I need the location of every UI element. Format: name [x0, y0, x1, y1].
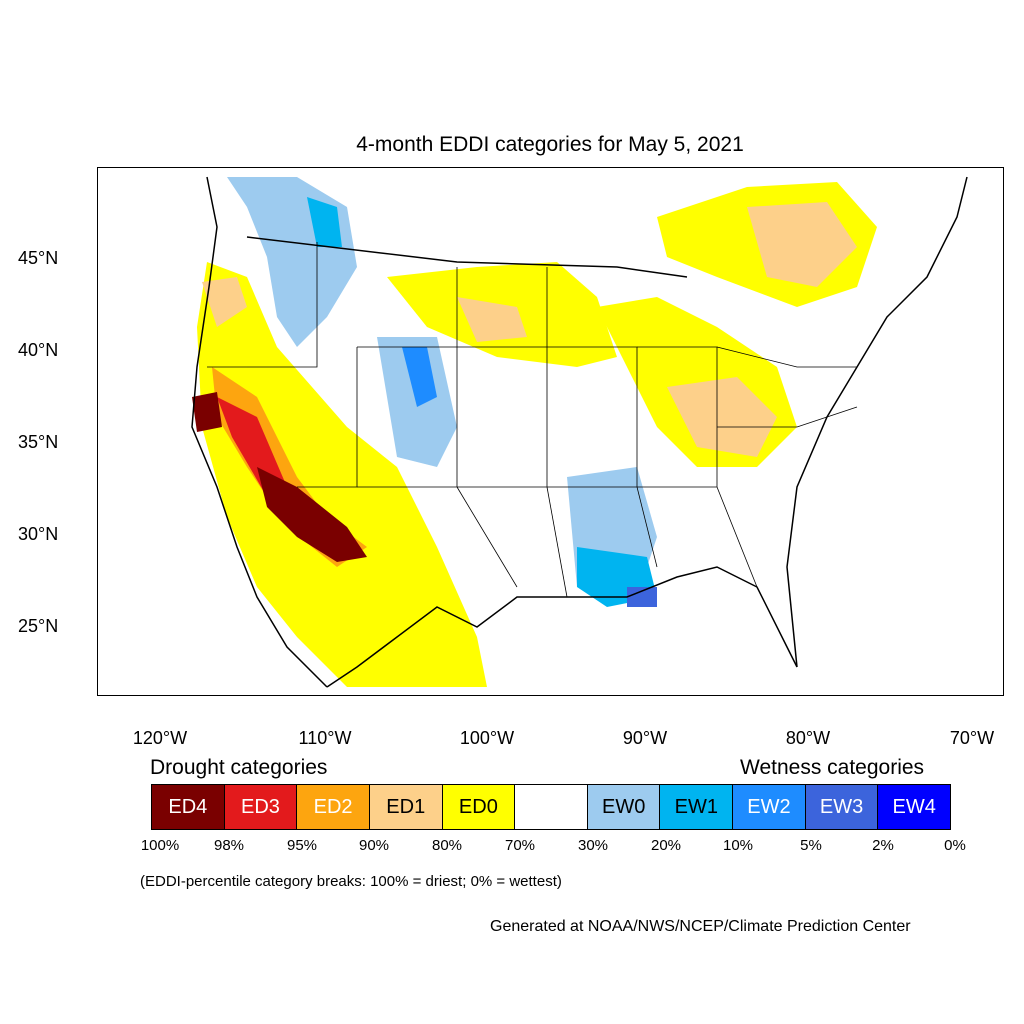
lon-label-70w: 70°W	[949, 728, 995, 748]
legend-label-ed1: ED1	[386, 795, 426, 818]
drought-area-ed0-west	[197, 262, 487, 687]
drought-area-ed1-plains	[457, 297, 527, 342]
drought-area-ed1-midwest	[667, 377, 777, 457]
drought-area-ed4-arizona	[257, 467, 367, 562]
lon-label-110w: 110°W	[298, 728, 352, 748]
legend-box-ew1: EW1	[660, 785, 734, 829]
drought-area-ed1-canada	[747, 202, 857, 287]
percentile-label: 90%	[358, 837, 390, 854]
lon-label-120w: 120°W	[132, 728, 188, 748]
legend-box-ew3: EW3	[805, 785, 879, 829]
legend-label-ed0: ED0	[458, 795, 498, 818]
legend-label-ed2: ED2	[313, 795, 353, 818]
legend-box-ew2: EW2	[733, 785, 806, 829]
lat-label-45n: 45°N	[18, 248, 59, 268]
percentile-label: 10%	[722, 837, 754, 854]
lon-label-100w: 100°W	[459, 728, 515, 748]
wetness-area-ew1-northwest	[307, 197, 342, 247]
legend-box-ed3: ED3	[224, 785, 298, 829]
legend-box-ew4: EW4	[878, 785, 951, 829]
percentile-label: 95%	[286, 837, 318, 854]
credit-line: Generated at NOAA/NWS/NCEP/Climate Predi…	[490, 918, 911, 935]
percentile-label: 80%	[431, 837, 463, 854]
percentile-label: 100%	[140, 837, 180, 854]
lat-label-35n: 35°N	[18, 432, 59, 452]
wetness-area-ew3-gulf	[627, 587, 657, 607]
legend-box-ed0: ED0	[442, 785, 516, 829]
percentile-label: 5%	[800, 837, 822, 854]
drought-categories-heading: Drought categories	[150, 756, 328, 779]
lat-label-40n: 40°N	[18, 340, 59, 360]
percentile-label: 98%	[213, 837, 245, 854]
lat-label-30n: 30°N	[18, 524, 59, 544]
legend-label-ew3: EW3	[819, 795, 864, 818]
legend-box-neutral	[515, 785, 588, 829]
legend-bar: ED4 ED3 ED2 ED1 ED0 EW0 EW1 EW2 EW3 EW4	[151, 784, 951, 830]
legend-label-ew0: EW0	[601, 795, 646, 818]
legend-label-ew4: EW4	[892, 795, 936, 818]
legend-box-ew0: EW0	[587, 785, 661, 829]
map-frame	[97, 167, 1004, 696]
percentile-label: 70%	[504, 837, 536, 854]
legend-box-ed2: ED2	[297, 785, 370, 829]
wetness-categories-heading: Wetness categories	[740, 756, 925, 779]
legend-box-ed1: ED1	[369, 785, 443, 829]
percentile-label: 0%	[944, 837, 966, 854]
drought-area-ed1-west	[202, 277, 247, 327]
legend-label-ew2: EW2	[747, 795, 791, 818]
legend-label-ed4: ED4	[168, 795, 208, 818]
state-borders	[207, 242, 858, 598]
map-border	[97, 167, 1004, 696]
percentile-label: 2%	[872, 837, 894, 854]
percentile-label: 20%	[650, 837, 682, 854]
legend-label-ew1: EW1	[674, 795, 718, 818]
category-breaks-note: (EDDI-percentile category breaks: 100% =…	[140, 873, 562, 890]
legend-label-ed3: ED3	[241, 795, 280, 818]
map-title: 4-month EDDI categories for May 5, 2021	[356, 133, 744, 156]
legend-box-ed4: ED4	[152, 785, 225, 829]
wetness-area-ew2-rockies	[402, 347, 437, 407]
percentile-label: 30%	[577, 837, 609, 854]
lon-label-80w: 80°W	[785, 728, 831, 748]
drought-area-ed4-california	[192, 392, 222, 432]
lat-label-25n: 25°N	[18, 616, 59, 636]
lon-label-90w: 90°W	[622, 728, 668, 748]
